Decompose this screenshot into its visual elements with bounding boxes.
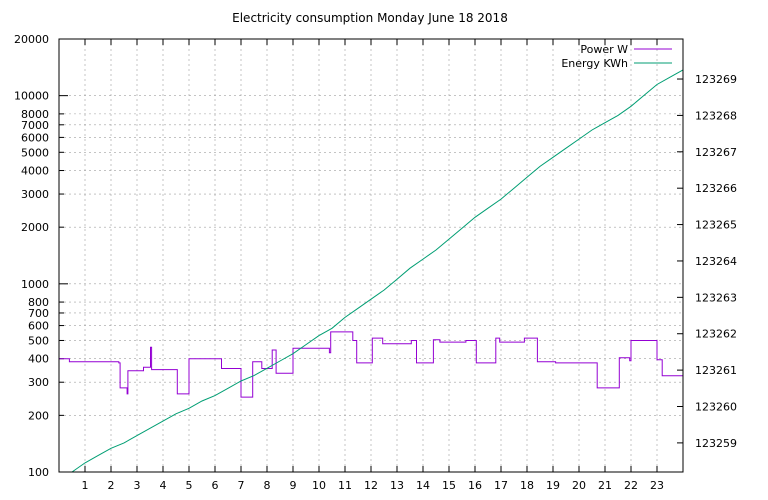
- x-tick-label: 2: [108, 479, 115, 492]
- y2-tick-label: 123268: [695, 109, 737, 122]
- y1-tick-label: 7000: [21, 119, 49, 132]
- grid-lines: [59, 38, 683, 473]
- x-tick-label: 6: [212, 479, 219, 492]
- x-tick-label: 14: [416, 479, 430, 492]
- x-tick-label: 13: [390, 479, 404, 492]
- y1-tick-label: 5000: [21, 146, 49, 159]
- y2-tick-label: 123261: [695, 364, 737, 377]
- y1-tick-label: 20000: [14, 33, 49, 46]
- x-tick-label: 15: [442, 479, 456, 492]
- x-tick-label: 17: [494, 479, 508, 492]
- x-tick-label: 23: [650, 479, 664, 492]
- y2-tick-label: 123269: [695, 73, 737, 86]
- y1-tick-label: 600: [28, 320, 49, 333]
- y1-tick-label: 300: [28, 376, 49, 389]
- y1-tick-label: 3000: [21, 188, 49, 201]
- x-tick-label: 8: [264, 479, 271, 492]
- x-tick-label: 4: [160, 479, 167, 492]
- x-tick-label: 5: [186, 479, 193, 492]
- x-tick-label: 11: [338, 479, 352, 492]
- legend-label-power: Power W: [580, 43, 628, 56]
- x-tick-label: 21: [598, 479, 612, 492]
- y2-tick-label: 123264: [695, 255, 737, 268]
- x-tick-label: 18: [520, 479, 534, 492]
- y1-tick-label: 2000: [21, 221, 49, 234]
- power-series-line: [59, 331, 684, 398]
- series-lines: [59, 69, 684, 473]
- x-tick-label: 9: [290, 479, 297, 492]
- x-tick-label: 7: [238, 479, 245, 492]
- x-tick-label: 12: [364, 479, 378, 492]
- x-tick-label: 10: [312, 479, 326, 492]
- y2-tick-label: 123260: [695, 401, 737, 414]
- x-tick-label: 22: [624, 479, 638, 492]
- legend-label-energy: Energy KWh: [561, 57, 628, 70]
- y1-tick-label: 10000: [14, 90, 49, 103]
- x-tick-label: 16: [468, 479, 482, 492]
- y1-tick-label: 400: [28, 353, 49, 366]
- y2-tick-label: 123259: [695, 437, 737, 450]
- x-tick-label: 19: [546, 479, 560, 492]
- y1-tick-label: 700: [28, 307, 49, 320]
- y1-tick-label: 4000: [21, 165, 49, 178]
- right-axis-ticks: 123259 123260 123261 123262 123263 123264 1232…: [677, 73, 737, 450]
- x-axis-ticks: 1 2 3 4 5 6 7 8 9 10 11 12 13 14 15 16 17 18 19 20 21 22 23: [82, 39, 664, 492]
- y1-tick-label: 500: [28, 334, 49, 347]
- y1-tick-label: 200: [28, 409, 49, 422]
- y1-tick-label: 8000: [21, 108, 49, 121]
- x-tick-label: 3: [134, 479, 141, 492]
- plot-frame: [58, 38, 684, 473]
- y2-tick-label: 123267: [695, 146, 737, 159]
- y1-tick-label: 800: [28, 296, 49, 309]
- y1-tick-label: 100: [28, 466, 49, 479]
- legend: Power W Energy KWh: [561, 43, 672, 70]
- y1-tick-label: 6000: [21, 131, 49, 144]
- energy-series-line: [71, 69, 684, 473]
- y2-tick-label: 123263: [695, 291, 737, 304]
- y2-tick-label: 123265: [695, 219, 737, 232]
- x-tick-label: 1: [82, 479, 89, 492]
- y1-tick-label: 1000: [21, 278, 49, 291]
- x-tick-label: 20: [572, 479, 586, 492]
- y2-tick-label: 123262: [695, 328, 737, 341]
- chart-title: Electricity consumption Monday June 18 2…: [232, 11, 508, 25]
- y2-tick-label: 123266: [695, 182, 737, 195]
